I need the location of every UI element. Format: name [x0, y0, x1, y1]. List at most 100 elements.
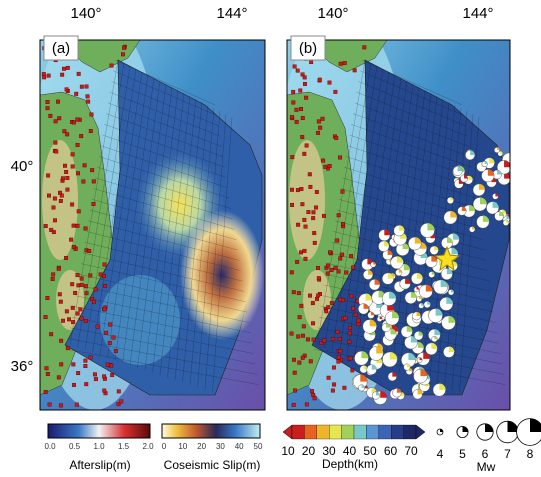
colorbar-tick-label: 1.5 — [118, 442, 130, 451]
station — [84, 227, 88, 231]
station — [44, 315, 48, 319]
station — [103, 263, 107, 267]
station — [332, 366, 336, 370]
station — [334, 90, 338, 94]
station — [351, 266, 355, 270]
station — [54, 120, 58, 124]
station — [349, 254, 353, 257]
station — [292, 403, 296, 407]
station — [292, 358, 296, 362]
station — [69, 238, 73, 242]
station — [295, 120, 299, 124]
station — [73, 291, 77, 295]
station — [99, 273, 103, 277]
station — [307, 210, 311, 214]
depth-colorbar-cell — [317, 425, 329, 439]
beachball — [513, 160, 522, 169]
station — [80, 277, 84, 281]
station — [76, 143, 80, 147]
mw-beachball-quadrant — [530, 419, 541, 432]
station — [291, 90, 295, 94]
station — [297, 291, 301, 295]
station — [53, 219, 57, 223]
station — [309, 360, 313, 364]
station — [337, 213, 341, 217]
station — [350, 294, 354, 298]
station — [80, 85, 84, 89]
station — [298, 361, 302, 365]
lon-label: 140° — [317, 5, 348, 22]
station — [56, 100, 60, 104]
station — [311, 216, 315, 220]
station — [52, 206, 56, 210]
map-panel — [25, 10, 265, 410]
beachball-quadrant — [524, 147, 531, 154]
beachball — [525, 176, 537, 188]
station — [67, 318, 71, 322]
station — [71, 306, 75, 310]
station — [331, 389, 335, 393]
colorbar-arrow — [416, 425, 425, 439]
station — [110, 364, 114, 368]
station — [303, 249, 307, 253]
station — [293, 371, 297, 375]
station — [302, 325, 306, 329]
station — [122, 46, 126, 50]
station — [337, 270, 341, 274]
station — [71, 165, 75, 169]
station — [328, 164, 332, 168]
colorbar-tick-label: 60 — [384, 444, 398, 458]
station — [341, 190, 345, 194]
station — [292, 101, 296, 105]
station — [84, 319, 88, 323]
station — [46, 372, 50, 376]
station — [77, 72, 81, 76]
station — [42, 76, 46, 80]
station — [322, 214, 326, 218]
station — [77, 210, 81, 214]
station — [354, 313, 358, 317]
station — [300, 187, 304, 191]
depth-colorbar-cell — [342, 425, 354, 439]
station — [349, 357, 353, 361]
station — [316, 131, 320, 135]
station — [92, 180, 96, 184]
colorbar-tick-label: 1.0 — [93, 442, 105, 451]
station — [62, 67, 66, 71]
station — [71, 320, 75, 324]
beachball-quadrant — [515, 185, 519, 189]
station — [90, 113, 94, 117]
station — [335, 239, 339, 243]
lon-label: 144° — [216, 5, 247, 22]
station — [60, 194, 64, 198]
map-panel — [272, 10, 541, 410]
station — [45, 366, 49, 370]
station — [65, 310, 69, 314]
station — [110, 64, 114, 67]
station — [57, 117, 61, 121]
beachball — [530, 200, 536, 206]
station — [296, 335, 300, 339]
station — [316, 294, 320, 298]
station — [339, 62, 343, 66]
station — [104, 331, 108, 335]
station — [61, 319, 65, 323]
station — [121, 53, 125, 57]
mw-beachball-quadrant — [440, 429, 443, 432]
beachball — [526, 203, 540, 217]
station — [351, 307, 355, 311]
station — [48, 403, 52, 407]
station — [89, 129, 93, 133]
station — [60, 73, 64, 77]
station — [348, 340, 352, 344]
station — [363, 46, 367, 50]
station — [93, 373, 97, 377]
beachball-quadrant — [535, 183, 538, 186]
station — [343, 386, 347, 390]
station — [328, 81, 332, 85]
station — [54, 150, 58, 154]
station — [47, 194, 51, 198]
station — [57, 376, 61, 380]
station — [332, 383, 336, 387]
panel-label: (a) — [52, 40, 70, 57]
